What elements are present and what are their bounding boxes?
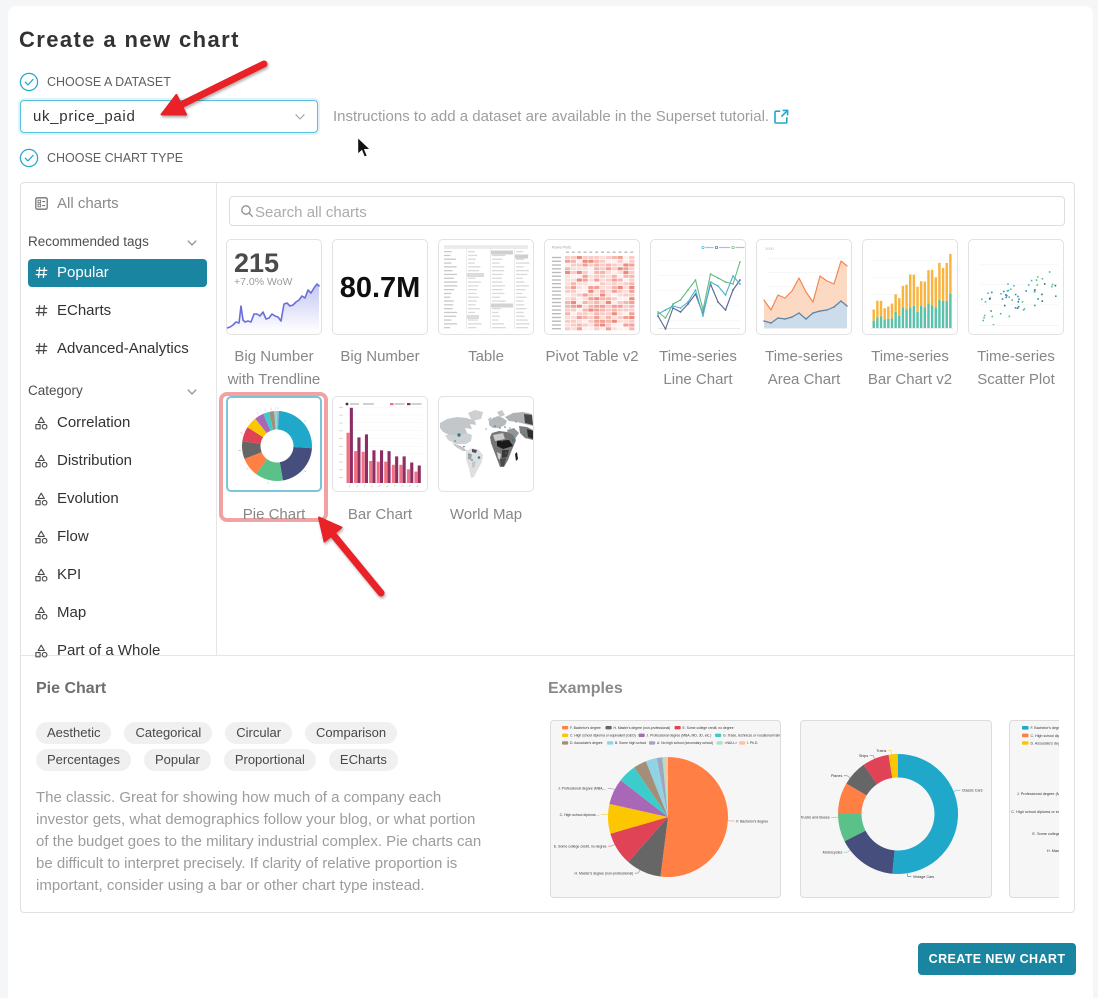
svg-text:80.7M: 80.7M (340, 272, 421, 304)
svg-text:E. Some college credit, no deg: E. Some college credit, no degree (683, 726, 734, 730)
svg-text:215: 215 (234, 248, 279, 278)
svg-text:C. High school diplo: C. High school diplo (1031, 734, 1060, 738)
svg-text:J. Professional degree (M: J. Professional degree (M (1017, 792, 1059, 796)
svg-text:E. Some college: E. Some college (1032, 832, 1059, 836)
svg-text:Motorcycles: Motorcycles (823, 851, 843, 855)
svg-text:Trucks and Buses: Trucks and Buses (801, 816, 830, 820)
svg-text:F. Bachelor's degree: F. Bachelor's degree (736, 819, 768, 823)
svg-text:D. Associate's degre: D. Associate's degre (1031, 741, 1060, 745)
svg-text:E. Some college credit, no deg: E. Some college credit, no degree (554, 844, 607, 848)
svg-text:Ships: Ships (859, 754, 868, 758)
svg-text:Classic Cars: Classic Cars (962, 789, 983, 793)
svg-text:B. Some high school: B. Some high school (615, 741, 646, 745)
svg-text:2000: 2000 (765, 246, 775, 251)
svg-text:G. Trade, technical, or vocati: G. Trade, technical, or vocational train… (723, 734, 781, 738)
svg-text:C. High school diploma or equi: C. High school diploma or equivalent (GE… (570, 734, 636, 738)
svg-text:A. No high school (secondary s: A. No high school (secondary school) (657, 741, 713, 745)
svg-text:<NULL>: <NULL> (725, 741, 738, 745)
svg-text:I. Ph.D.: I. Ph.D. (747, 741, 758, 745)
svg-text:H. Mast: H. Mast (1047, 849, 1059, 853)
svg-text:H. Master's degree (non-profes: H. Master's degree (non-professional) (614, 726, 671, 730)
svg-text:J. Professional degree (MBA,..: J. Professional degree (MBA,... (558, 787, 606, 791)
svg-text:Trains: Trains (876, 749, 886, 753)
svg-text:C. High school diploma ...: C. High school diploma ... (560, 813, 600, 817)
svg-text:J. Professional degree (MBA, M: J. Professional degree (MBA, MD, JD, etc… (647, 734, 712, 738)
svg-text:H. Master's degree (non-profes: H. Master's degree (non-professional) (575, 871, 634, 875)
svg-text:Planes: Planes (831, 774, 842, 778)
svg-text:F. Bachelor's degree: F. Bachelor's degree (570, 726, 601, 730)
svg-text:C. High school diploma or eq: C. High school diploma or eq (1011, 810, 1059, 814)
svg-text:Vintage Cars: Vintage Cars (913, 875, 934, 879)
svg-text:F. Bachelor's degre: F. Bachelor's degre (1031, 726, 1060, 730)
svg-text:D. Associate's degree: D. Associate's degree (570, 741, 603, 745)
svg-text:+7.0% WoW: +7.0% WoW (234, 276, 293, 288)
svg-text:Rows Plots: Rows Plots (552, 246, 571, 250)
